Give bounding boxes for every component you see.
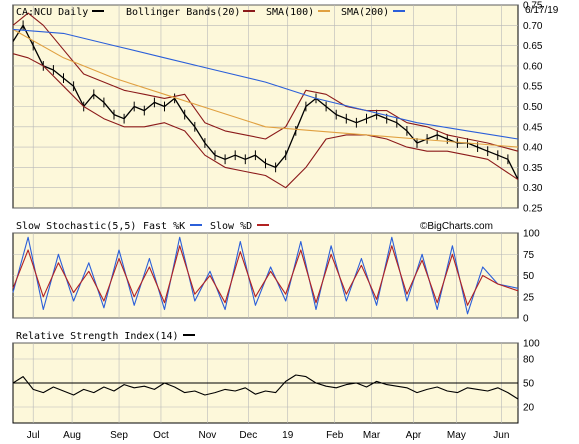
- y-tick-label-1-3: 75: [523, 250, 535, 261]
- y-tick-label-2-3: 100: [523, 339, 540, 350]
- month-label-4: Nov: [199, 430, 217, 441]
- y-tick-label-0-9: 0.70: [523, 21, 543, 32]
- y-tick-label-0-2: 0.35: [523, 163, 543, 174]
- legend-sma200: SMA(200): [341, 7, 389, 18]
- legend-bollinger: Bollinger Bands(20): [126, 7, 240, 18]
- series-sma100: [12, 28, 519, 148]
- price-legend-swatch: [92, 10, 104, 12]
- y-tick-label-0-0: 0.25: [523, 204, 543, 215]
- month-label-8: Mar: [363, 430, 381, 441]
- month-label-10: May: [447, 430, 466, 441]
- legend-fast-k-swatch: [190, 224, 202, 226]
- legend-sma200-swatch: [393, 10, 405, 12]
- month-label-6: 19: [282, 430, 294, 441]
- month-label-9: Apr: [406, 430, 422, 441]
- legend-sma100-swatch: [318, 10, 330, 12]
- series-sma200: [12, 28, 519, 140]
- y-tick-label-0-7: 0.60: [523, 61, 543, 72]
- axis-layer: 0.25 0.30 0.35 0.40 0.45 0.50 0.55 0.60 0.65 0.70…: [27, 1, 543, 442]
- stochastic-title: Slow Stochastic(5,5): [16, 221, 136, 232]
- y-tick-label-1-1: 25: [523, 292, 535, 303]
- y-tick-label-0-6: 0.55: [523, 82, 543, 93]
- y-tick-label-0-1: 0.30: [523, 183, 543, 194]
- month-label-1: Aug: [63, 430, 81, 441]
- legend-fast-k: Fast %K: [143, 221, 185, 232]
- legend-sma100: SMA(100): [266, 7, 314, 18]
- price-title: CA:NCU Daily: [16, 7, 88, 18]
- month-label-11: Jun: [493, 430, 509, 441]
- y-tick-label-1-4: 100: [523, 229, 540, 240]
- y-tick-label-2-0: 20: [523, 403, 535, 414]
- y-tick-label-0-3: 0.40: [523, 143, 543, 154]
- y-tick-label-2-2: 80: [523, 355, 535, 366]
- month-label-7: Feb: [326, 430, 344, 441]
- y-tick-label-0-4: 0.45: [523, 122, 543, 133]
- series-rsi: [12, 374, 519, 400]
- y-tick-label-1-2: 50: [523, 271, 535, 282]
- series-bb_lower: [12, 53, 519, 189]
- legend-slow-d-swatch: [257, 224, 269, 226]
- month-label-3: Oct: [153, 430, 169, 441]
- legend-bollinger-swatch: [243, 10, 255, 12]
- y-tick-label-1-0: 0: [523, 314, 529, 325]
- y-tick-label-0-5: 0.50: [523, 102, 543, 113]
- date-label: 6/17/19: [525, 5, 559, 16]
- legend-slow-d: Slow %D: [210, 221, 252, 232]
- y-tick-label-0-10: 0.75: [523, 1, 543, 12]
- rsi-title: Relative Strength Index(14): [16, 331, 179, 342]
- series-slow_d: [12, 245, 519, 306]
- y-tick-label-0-8: 0.65: [523, 41, 543, 52]
- month-label-2: Sep: [110, 430, 128, 441]
- series-bb_upper: [12, 12, 519, 152]
- month-label-0: Jul: [27, 430, 40, 441]
- watermark: ©BigCharts.com: [420, 221, 493, 232]
- series-layer: [12, 12, 519, 400]
- rsi-legend-swatch: [183, 334, 195, 336]
- month-label-5: Dec: [239, 430, 257, 441]
- y-tick-label-2-1: 50: [523, 379, 535, 390]
